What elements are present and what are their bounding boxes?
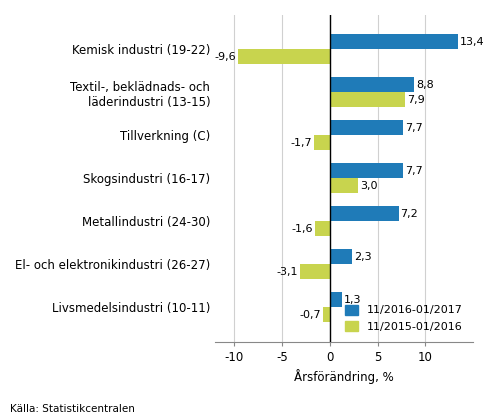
Text: 7,7: 7,7 <box>405 166 423 176</box>
Bar <box>330 163 403 178</box>
Text: Källa: Statistikcentralen: Källa: Statistikcentralen <box>10 404 135 414</box>
X-axis label: Årsförändring, %: Årsförändring, % <box>294 369 394 384</box>
Bar <box>330 292 342 307</box>
Text: 1,3: 1,3 <box>344 295 362 305</box>
Text: -0,7: -0,7 <box>300 310 321 320</box>
Text: 2,3: 2,3 <box>353 252 371 262</box>
Text: -1,7: -1,7 <box>290 138 312 148</box>
Text: -1,6: -1,6 <box>291 224 313 234</box>
Bar <box>330 120 403 135</box>
Bar <box>238 50 330 64</box>
Bar <box>323 307 330 322</box>
Bar <box>330 92 405 107</box>
Text: 13,4: 13,4 <box>460 37 485 47</box>
Bar <box>330 178 358 193</box>
Bar <box>330 35 458 50</box>
Bar <box>314 135 330 151</box>
Text: -9,6: -9,6 <box>214 52 236 62</box>
Text: 7,2: 7,2 <box>400 209 418 219</box>
Text: 3,0: 3,0 <box>360 181 378 191</box>
Text: 7,9: 7,9 <box>407 95 425 105</box>
Bar <box>300 265 330 280</box>
Bar <box>330 77 414 92</box>
Bar <box>330 249 352 265</box>
Text: -3,1: -3,1 <box>277 267 298 277</box>
Text: 8,8: 8,8 <box>416 80 433 90</box>
Bar <box>330 206 399 221</box>
Bar <box>315 221 330 236</box>
Text: 7,7: 7,7 <box>405 123 423 133</box>
Legend: 11/2016-01/2017, 11/2015-01/2016: 11/2016-01/2017, 11/2015-01/2016 <box>341 300 468 336</box>
